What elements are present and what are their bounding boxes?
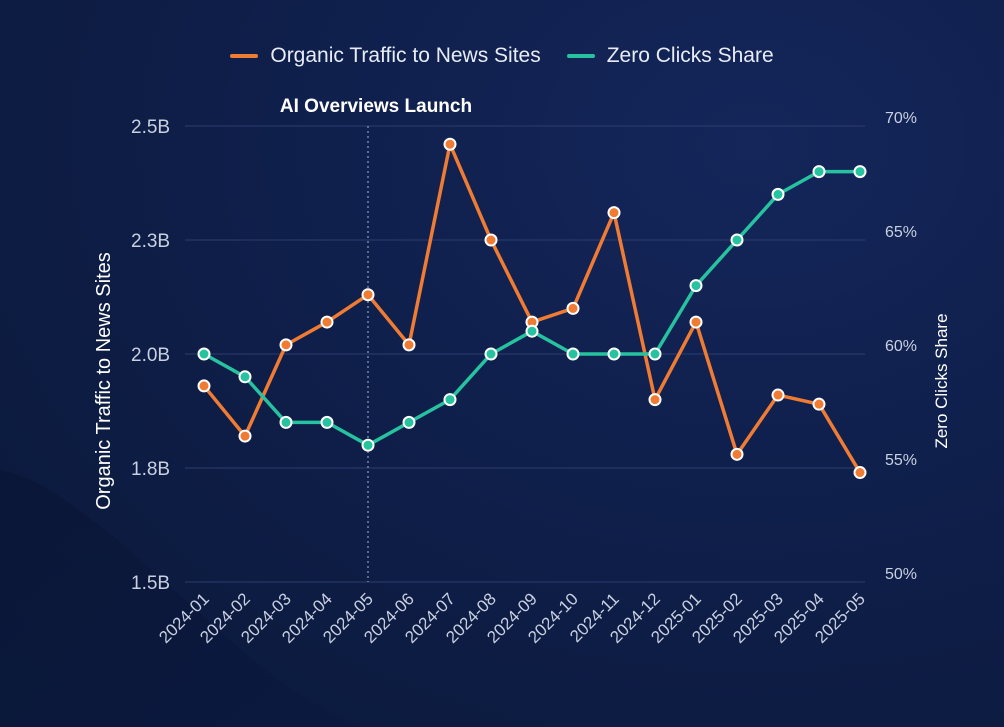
- data-point-zero-clicks: [361, 438, 375, 452]
- y2-tick-label: 65%: [885, 224, 917, 241]
- data-point-organic: [320, 315, 334, 329]
- legend-swatch-zero-clicks: [566, 54, 595, 58]
- data-point-zero-clicks: [648, 347, 662, 361]
- data-point-zero-clicks: [484, 347, 498, 361]
- series-line-zero-clicks: [202, 169, 862, 447]
- y-tick-label: 1.5B: [131, 573, 170, 594]
- data-point-organic: [238, 429, 252, 443]
- legend-item-zero-clicks[interactable]: Zero Clicks Share: [566, 44, 774, 68]
- data-point-zero-clicks: [402, 415, 416, 429]
- data-point-zero-clicks: [689, 279, 703, 293]
- data-point-organic: [443, 137, 457, 151]
- data-point-organic: [361, 288, 375, 302]
- data-point-organic: [484, 233, 498, 247]
- legend-item-organic[interactable]: Organic Traffic to News Sites: [230, 44, 541, 68]
- data-point-zero-clicks: [730, 233, 744, 247]
- data-point-zero-clicks: [197, 347, 211, 361]
- legend-label-zero-clicks: Zero Clicks Share: [606, 44, 774, 67]
- legend-label-organic: Organic Traffic to News Sites: [270, 44, 541, 67]
- data-point-organic: [648, 393, 662, 407]
- data-point-zero-clicks: [771, 187, 785, 201]
- data-point-organic: [279, 338, 293, 352]
- data-point-zero-clicks: [566, 347, 580, 361]
- chart-legend: Organic Traffic to News Sites Zero Click…: [0, 44, 1004, 68]
- y2-tick-label: 60%: [885, 338, 917, 355]
- y-axis-title: Organic Traffic to News Sites: [93, 252, 115, 510]
- data-point-zero-clicks: [607, 347, 621, 361]
- y-tick-label: 1.8B: [131, 459, 170, 480]
- data-point-organic: [812, 397, 826, 411]
- legend-swatch-organic: [230, 54, 259, 58]
- data-point-zero-clicks: [525, 324, 539, 338]
- data-point-organic: [730, 447, 744, 461]
- y-tick-label: 2.0B: [131, 345, 170, 366]
- data-point-zero-clicks: [812, 165, 826, 179]
- data-point-zero-clicks: [320, 415, 334, 429]
- data-point-zero-clicks: [279, 415, 293, 429]
- data-point-organic: [197, 379, 211, 393]
- data-point-zero-clicks: [238, 370, 252, 384]
- data-point-organic: [607, 206, 621, 220]
- y-tick-label: 2.5B: [131, 117, 170, 138]
- data-point-organic: [771, 388, 785, 402]
- y-tick-label: 2.3B: [131, 231, 170, 252]
- annotation-label: AI Overviews Launch: [280, 96, 472, 117]
- y2-tick-label: 70%: [885, 110, 917, 127]
- y2-axis-title: Zero Clicks Share: [932, 313, 951, 448]
- data-point-zero-clicks: [443, 393, 457, 407]
- data-point-zero-clicks: [853, 165, 867, 179]
- y2-tick-label: 55%: [885, 452, 917, 469]
- data-point-organic: [689, 315, 703, 329]
- data-point-organic: [853, 466, 867, 480]
- data-point-organic: [402, 338, 416, 352]
- y2-tick-label: 50%: [885, 566, 917, 583]
- data-point-organic: [566, 301, 580, 315]
